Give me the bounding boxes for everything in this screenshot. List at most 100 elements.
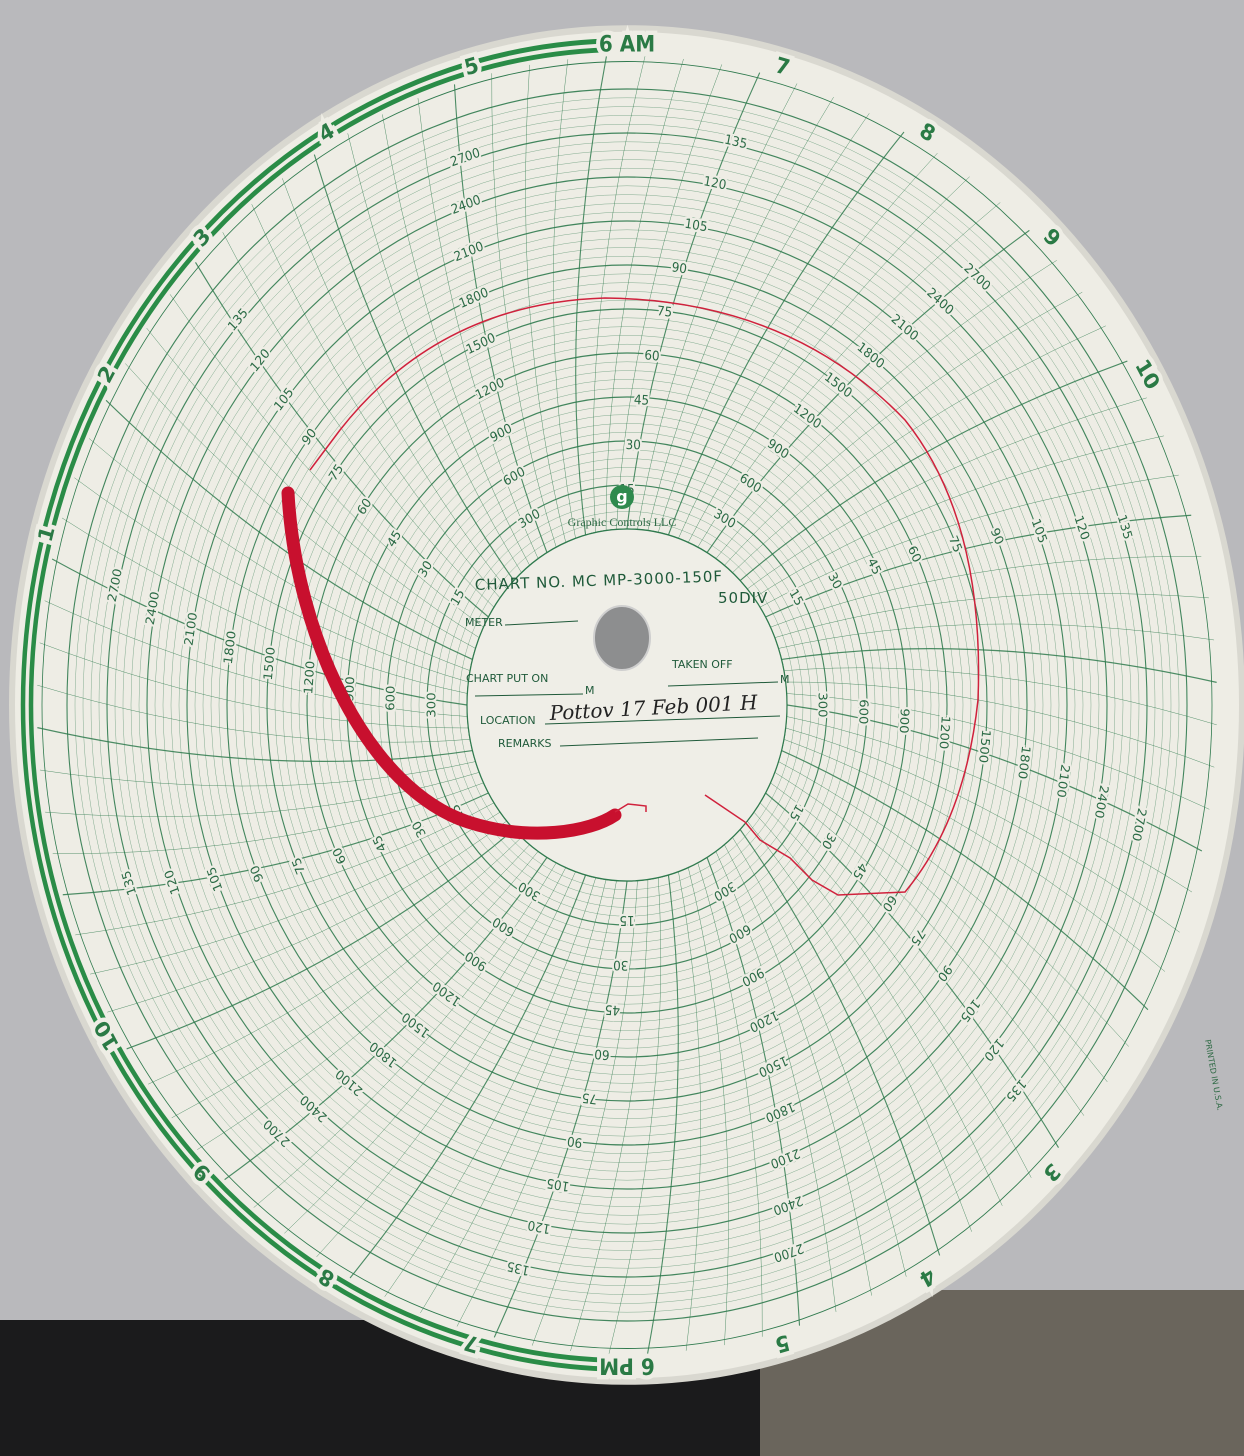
time-line	[724, 291, 1083, 566]
remarks-line	[559, 737, 759, 747]
scale-label: 90	[566, 1133, 583, 1151]
ring-line	[154, 185, 1100, 1225]
ring-line	[234, 273, 1020, 1137]
time-line	[608, 877, 662, 1354]
hour-band	[20, 38, 607, 1372]
time-line	[575, 56, 607, 536]
time-line	[51, 558, 468, 706]
time-line	[647, 96, 834, 531]
scale-label: 60	[644, 347, 660, 364]
time-line	[45, 772, 480, 817]
thin-red-trace	[309, 297, 980, 896]
time-line	[347, 133, 522, 573]
time-line	[706, 229, 1030, 553]
time-line	[753, 435, 1164, 599]
time-line	[61, 517, 468, 694]
time-line	[197, 851, 539, 1150]
time-line	[417, 98, 539, 559]
time-line	[786, 716, 1193, 893]
ring-line	[162, 194, 1092, 1216]
ring-line	[210, 247, 1044, 1163]
scale-label: 60	[594, 1046, 610, 1063]
time-line	[75, 802, 495, 936]
time-line	[592, 56, 646, 533]
time-line	[706, 857, 801, 1326]
ring-line	[138, 167, 1116, 1243]
put-on-label: CHART PUT ON	[466, 672, 548, 685]
scale-label: 2100	[1054, 763, 1073, 799]
ring-line	[258, 299, 996, 1111]
ring-line	[122, 150, 1132, 1260]
logo-badge	[610, 485, 634, 509]
outer-ring	[41, 61, 1213, 1349]
time-line	[169, 294, 484, 628]
time-line	[146, 327, 480, 638]
time-line	[313, 154, 515, 581]
time-line	[148, 837, 522, 1085]
ring-line	[314, 361, 940, 1049]
time-line	[553, 59, 576, 539]
scale-label: 120	[526, 1217, 551, 1237]
scale-label: 2100	[181, 611, 200, 647]
thick-red-trace	[281, 486, 622, 840]
scale-label: 300	[816, 692, 830, 717]
scale-label: 1500	[260, 646, 277, 681]
time-line	[688, 176, 970, 543]
time-line	[678, 152, 938, 539]
scale-label: 30	[613, 957, 629, 973]
time-line	[667, 131, 905, 536]
ring-line	[226, 264, 1028, 1146]
scale-label: 1200	[301, 660, 318, 695]
scale-label: 75	[656, 303, 673, 320]
put-on-m: M	[585, 684, 595, 697]
time-line	[616, 64, 723, 530]
time-line	[605, 58, 684, 531]
divisions: 50DIV	[718, 589, 768, 607]
scale-label: 105	[684, 215, 709, 234]
ring-line	[354, 405, 900, 1005]
time-line	[195, 262, 489, 618]
ring-line	[274, 317, 980, 1093]
time-line	[37, 727, 473, 763]
time-line	[39, 761, 476, 787]
time-line	[774, 772, 1108, 1083]
ring-line	[202, 238, 1052, 1172]
time-line	[37, 684, 471, 743]
time-line	[44, 600, 468, 717]
time-line	[420, 879, 607, 1314]
hour-label: 6 PM	[599, 1353, 654, 1379]
time-line	[747, 397, 1147, 590]
time-line	[626, 72, 761, 530]
scale-label: 105	[545, 1175, 570, 1194]
ring-line	[290, 335, 964, 1075]
time-line	[171, 844, 530, 1119]
time-line	[739, 360, 1128, 582]
scale-label: 1800	[1015, 745, 1033, 780]
time-line	[90, 811, 501, 975]
taken-off-m: M	[780, 673, 790, 686]
time-line	[224, 857, 548, 1181]
ring-line	[170, 203, 1084, 1207]
time-line	[783, 739, 1166, 972]
time-line	[251, 204, 501, 599]
hour-label: 6 AM	[599, 30, 655, 56]
time-line	[570, 879, 649, 1352]
ring-line	[426, 484, 828, 926]
time-line	[637, 83, 798, 530]
ring-line	[242, 282, 1012, 1128]
ring-line	[362, 414, 892, 996]
location-label: LOCATION	[480, 714, 536, 727]
time-line	[126, 828, 515, 1050]
ring-line	[322, 370, 932, 1040]
ring-line	[98, 123, 1156, 1287]
ring-line	[74, 97, 1180, 1313]
ring-line	[338, 387, 916, 1023]
chart-paper: 1530456075901051201351530456075901051201…	[9, 25, 1244, 1385]
ring-line	[330, 379, 924, 1031]
time-line	[715, 260, 1057, 559]
time-line	[384, 877, 596, 1297]
scale-label: 600	[856, 699, 871, 725]
time-line	[678, 871, 701, 1351]
time-line	[493, 880, 628, 1338]
